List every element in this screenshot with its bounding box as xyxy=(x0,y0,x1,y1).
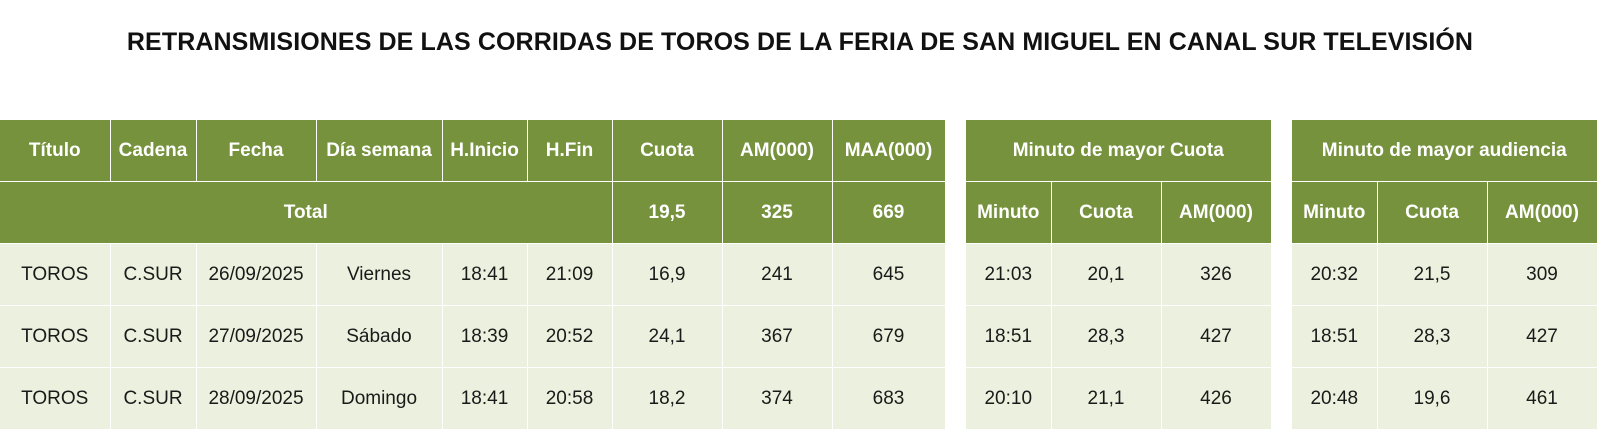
max-cuota-table: Minuto de mayor Cuota Minuto Cuota AM(00… xyxy=(966,120,1272,430)
cell-cuota: 28,3 xyxy=(1051,305,1162,368)
column-header-fecha: Fecha xyxy=(196,120,317,182)
column-header-cuota: Cuota xyxy=(612,120,723,182)
table-row: TOROS C.SUR 26/09/2025 Viernes 18:41 21:… xyxy=(0,243,946,306)
max-cuota-title: Minuto de mayor Cuota xyxy=(966,120,1272,182)
cell-hora-inicio: 18:39 xyxy=(442,305,528,368)
cell-cuota: 21,5 xyxy=(1377,243,1488,306)
total-label: Total xyxy=(0,181,613,244)
header-row: Minuto de mayor audiencia xyxy=(1292,120,1598,182)
total-maa: 669 xyxy=(832,181,946,244)
cell-titulo: TOROS xyxy=(0,243,111,306)
cell-minuto: 18:51 xyxy=(1292,305,1378,368)
cell-am: 427 xyxy=(1487,305,1598,368)
cell-dia-semana: Domingo xyxy=(316,367,443,430)
table-row: 18:51 28,3 427 xyxy=(1292,305,1598,368)
cell-hora-fin: 20:52 xyxy=(527,305,613,368)
cell-am: 367 xyxy=(722,305,833,368)
subheader-row: Minuto Cuota AM(000) xyxy=(1292,181,1598,244)
cell-minuto: 20:48 xyxy=(1292,367,1378,430)
cell-hora-inicio: 18:41 xyxy=(442,243,528,306)
cell-cadena: C.SUR xyxy=(110,243,197,306)
page-title: RETRANSMISIONES DE LAS CORRIDAS DE TOROS… xyxy=(126,28,1474,56)
cell-am: 326 xyxy=(1161,243,1272,306)
column-header-am: AM(000) xyxy=(1161,181,1272,244)
cell-am: 427 xyxy=(1161,305,1272,368)
broadcast-table: Título Cadena Fecha Día semana H.Inicio … xyxy=(0,120,946,430)
cell-cuota: 18,2 xyxy=(612,367,723,430)
column-header-cadena: Cadena xyxy=(110,120,197,182)
cell-cuota: 24,1 xyxy=(612,305,723,368)
cell-cadena: C.SUR xyxy=(110,367,197,430)
column-header-am: AM(000) xyxy=(1487,181,1598,244)
cell-cadena: C.SUR xyxy=(110,305,197,368)
max-audiencia-table: Minuto de mayor audiencia Minuto Cuota A… xyxy=(1292,120,1598,430)
total-cuota: 19,5 xyxy=(612,181,723,244)
cell-am: 374 xyxy=(722,367,833,430)
table-row: 20:10 21,1 426 xyxy=(966,367,1272,430)
column-header-minuto: Minuto xyxy=(966,181,1052,244)
cell-cuota: 19,6 xyxy=(1377,367,1488,430)
cell-am: 461 xyxy=(1487,367,1598,430)
cell-fecha: 26/09/2025 xyxy=(196,243,317,306)
cell-cuota: 21,1 xyxy=(1051,367,1162,430)
cell-maa: 683 xyxy=(832,367,946,430)
cell-hora-fin: 21:09 xyxy=(527,243,613,306)
column-header-hora-fin: H.Fin xyxy=(527,120,613,182)
subheader-row: Minuto Cuota AM(000) xyxy=(966,181,1272,244)
cell-maa: 679 xyxy=(832,305,946,368)
cell-fecha: 28/09/2025 xyxy=(196,367,317,430)
column-header-titulo: Título xyxy=(0,120,111,182)
table-row: 21:03 20,1 326 xyxy=(966,243,1272,306)
cell-am: 309 xyxy=(1487,243,1598,306)
table-row: TOROS C.SUR 28/09/2025 Domingo 18:41 20:… xyxy=(0,367,946,430)
table-row: TOROS C.SUR 27/09/2025 Sábado 18:39 20:5… xyxy=(0,305,946,368)
column-header-am: AM(000) xyxy=(722,120,833,182)
column-header-hora-inicio: H.Inicio xyxy=(442,120,528,182)
cell-titulo: TOROS xyxy=(0,367,111,430)
cell-am: 241 xyxy=(722,243,833,306)
cell-fecha: 27/09/2025 xyxy=(196,305,317,368)
column-header-dia-semana: Día semana xyxy=(316,120,443,182)
cell-maa: 645 xyxy=(832,243,946,306)
cell-hora-inicio: 18:41 xyxy=(442,367,528,430)
table-row: 18:51 28,3 427 xyxy=(966,305,1272,368)
cell-dia-semana: Sábado xyxy=(316,305,443,368)
header-row: Título Cadena Fecha Día semana H.Inicio … xyxy=(0,120,946,182)
total-am: 325 xyxy=(722,181,833,244)
header-row: Minuto de mayor Cuota xyxy=(966,120,1272,182)
cell-minuto: 18:51 xyxy=(966,305,1052,368)
max-audiencia-title: Minuto de mayor audiencia xyxy=(1292,120,1598,182)
cell-titulo: TOROS xyxy=(0,305,111,368)
column-header-cuota: Cuota xyxy=(1377,181,1488,244)
column-header-cuota: Cuota xyxy=(1051,181,1162,244)
cell-am: 426 xyxy=(1161,367,1272,430)
cell-hora-fin: 20:58 xyxy=(527,367,613,430)
cell-cuota: 20,1 xyxy=(1051,243,1162,306)
cell-cuota: 28,3 xyxy=(1377,305,1488,368)
column-header-maa: MAA(000) xyxy=(832,120,946,182)
cell-dia-semana: Viernes xyxy=(316,243,443,306)
cell-minuto: 20:10 xyxy=(966,367,1052,430)
total-row: Total 19,5 325 669 xyxy=(0,181,946,244)
table-row: 20:32 21,5 309 xyxy=(1292,243,1598,306)
cell-minuto: 21:03 xyxy=(966,243,1052,306)
table-row: 20:48 19,6 461 xyxy=(1292,367,1598,430)
column-header-minuto: Minuto xyxy=(1292,181,1378,244)
cell-cuota: 16,9 xyxy=(612,243,723,306)
cell-minuto: 20:32 xyxy=(1292,243,1378,306)
